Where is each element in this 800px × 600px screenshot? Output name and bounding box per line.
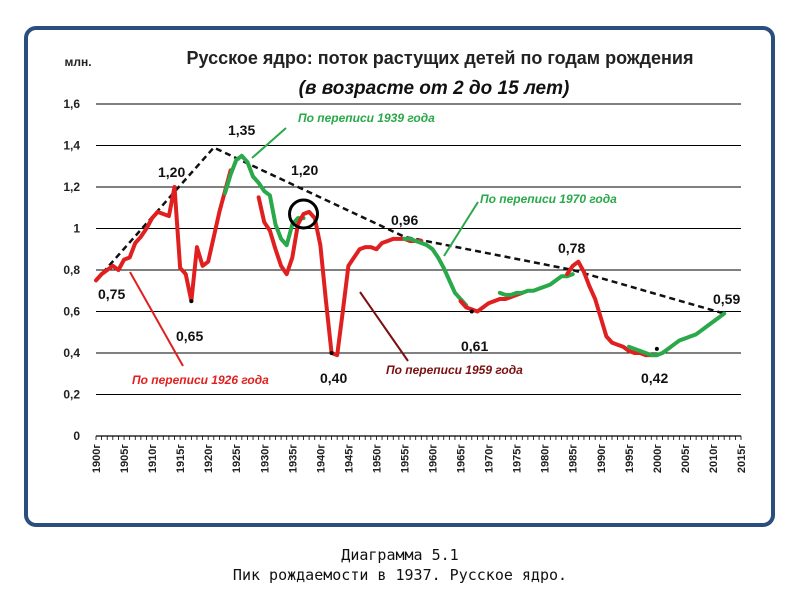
x-tick-label: 1930г	[259, 444, 271, 473]
series-line	[402, 236, 469, 308]
label-layer: 0,75 1,20 0,65 1,35 1,20 0,40 0,96 0,61 0,78 0,42…	[98, 122, 740, 386]
y-tick-label: 0,6	[63, 305, 80, 319]
series-line	[565, 259, 659, 358]
series-annotation: По переписи 1926 года	[132, 373, 269, 387]
x-tick-label: 1950г	[371, 444, 383, 473]
series-annotation: По переписи 1970 года	[480, 192, 617, 206]
chart-subtitle: (в возрасте от 2 до 15 лет)	[299, 78, 570, 99]
x-tick-label: 1925г	[231, 444, 243, 473]
annotation-leader	[443, 201, 479, 257]
x-tick-label: 1940г	[315, 444, 327, 473]
x-tick-label: 1920г	[203, 444, 215, 473]
y-tick-label: 0,4	[63, 346, 80, 360]
annotation-leader	[359, 291, 409, 362]
series-line	[497, 272, 575, 297]
x-tick-label: 2015г	[736, 444, 748, 473]
x-tick-label: 1990г	[596, 444, 608, 473]
series-line	[94, 168, 233, 304]
annotation-layer: По переписи 1939 года По переписи 1970 го…	[129, 111, 659, 387]
series-annotation: По переписи 1939 года	[298, 111, 435, 125]
chart-frame	[24, 26, 775, 527]
x-tick-label: 1910г	[147, 444, 159, 473]
y-tick-label: 1,6	[63, 97, 80, 111]
y-tick-label: 1	[73, 222, 80, 236]
x-tick-label: 2010г	[708, 444, 720, 473]
x-tick-label: 2005г	[680, 444, 692, 473]
y-axis-unit-label: млн.	[64, 55, 91, 69]
x-tick-label: 1945г	[343, 444, 355, 473]
series-line	[626, 311, 727, 358]
caption-title: Диаграмма 5.1	[341, 546, 459, 564]
value-label: 0,78	[558, 240, 585, 256]
x-tick-label: 1965г	[456, 444, 468, 473]
y-tick-label: 0,2	[63, 388, 80, 402]
series-annotation: По переписи 1959 года	[386, 363, 523, 377]
value-label: 1,20	[158, 164, 185, 180]
point-marker	[189, 299, 194, 304]
chart-title: Русское ядро: поток растущих детей по го…	[187, 48, 694, 68]
value-label: 0,42	[641, 370, 668, 386]
axis-layer: 0 0,2 0,4 0,6 0,8 1 1,2 1,4 1,6 1900г 1905г 1910г 19…	[63, 97, 748, 473]
point-marker	[654, 346, 659, 351]
annotation-leader	[251, 127, 287, 159]
value-label: 1,20	[291, 162, 318, 178]
y-tick-label: 0,8	[63, 263, 80, 277]
series-line	[256, 195, 424, 358]
trend-line	[95, 146, 725, 315]
point-marker	[329, 351, 334, 355]
annotation-leader	[129, 271, 184, 367]
x-tick-label: 1970г	[484, 444, 496, 473]
value-label: 0,96	[391, 212, 418, 228]
value-label: 0,40	[320, 370, 347, 386]
value-label: 0,59	[713, 291, 740, 307]
x-tick-label: 1985г	[568, 444, 580, 473]
x-tick-label: 1980г	[540, 444, 552, 473]
y-tick-label: 1,4	[63, 139, 80, 153]
x-tick-label: 1995г	[624, 444, 636, 473]
y-tick-label: 0	[73, 429, 80, 443]
value-label: 0,75	[98, 286, 125, 302]
x-tick-label: 1900г	[91, 444, 103, 473]
highlight-circle	[288, 198, 320, 230]
birth-chart: 0 0,2 0,4 0,6 0,8 1 1,2 1,4 1,6 1900г 1905г 1910г 19…	[63, 48, 748, 473]
value-label: 0,61	[461, 338, 488, 354]
value-label: 0,65	[176, 328, 203, 344]
caption-subtitle: Пик рождаемости в 1937. Русское ядро.	[232, 566, 568, 584]
series-layer	[94, 153, 727, 358]
x-tick-label: 1955г	[399, 444, 411, 473]
x-tick-label: 1975г	[512, 444, 524, 473]
trend-layer	[95, 146, 725, 315]
x-tick-label: 1905г	[119, 444, 131, 473]
x-tick-label: 1915г	[175, 444, 187, 473]
series-line	[223, 153, 306, 248]
x-tick-label: 1960г	[428, 444, 440, 473]
value-label: 1,35	[228, 122, 255, 138]
x-tick-label: 1935г	[287, 444, 299, 473]
y-tick-label: 1,2	[63, 180, 80, 194]
x-tick-label: 2000г	[652, 444, 664, 473]
point-marker	[469, 309, 474, 314]
